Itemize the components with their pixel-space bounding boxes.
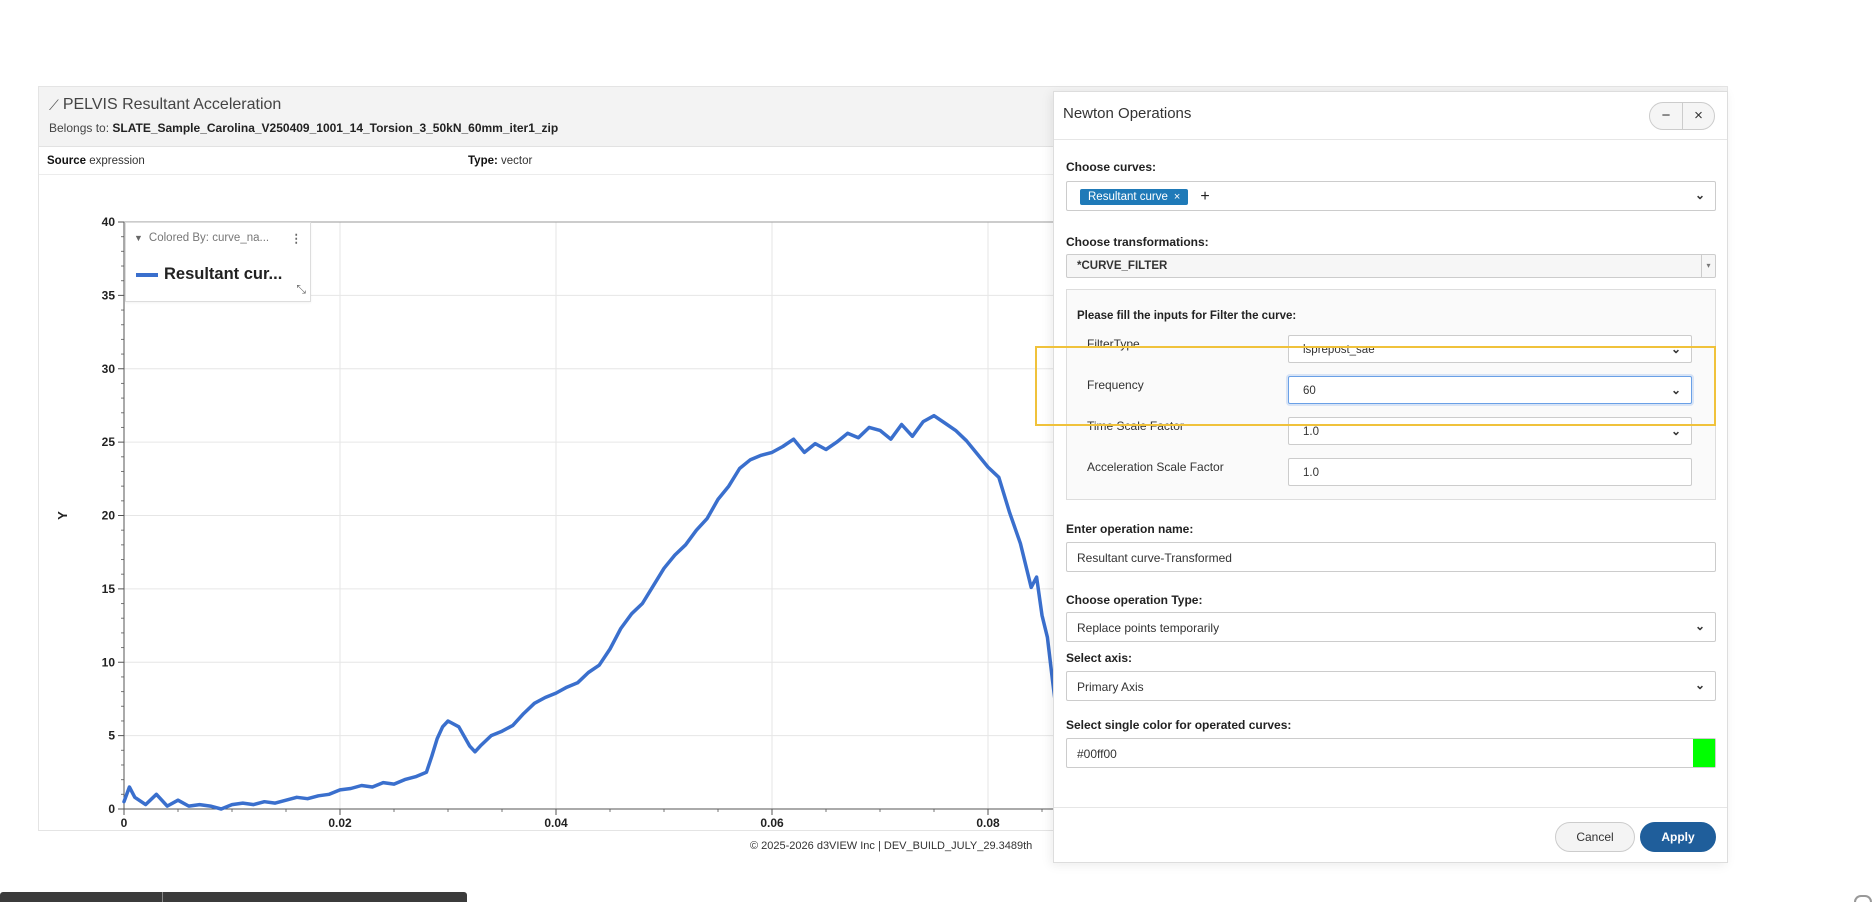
kebab-menu-icon[interactable]: ⋮: [290, 233, 303, 245]
cancel-button[interactable]: Cancel: [1555, 822, 1635, 852]
legend-header[interactable]: ▼ Colored By: curve_na... ⋮: [134, 231, 302, 245]
curve-chips: Resultant curve × +: [1080, 188, 1210, 206]
frequency-select[interactable]: 60 ⌄: [1288, 376, 1692, 404]
chevron-down-icon[interactable]: ⌄: [1670, 383, 1681, 397]
source-info: Source expression: [47, 155, 145, 167]
operation-name-value: Resultant curve-Transformed: [1077, 551, 1232, 565]
copyright-footer: © 2025-2026 d3VIEW Inc | DEV_BUILD_JULY_…: [750, 840, 1033, 852]
filter-inputs-box: Please fill the inputs for Filter the cu…: [1066, 289, 1716, 500]
newton-operations-dialog: Newton Operations − × Choose curves: Res…: [1053, 91, 1728, 863]
filter-type-value: lsprepost_sae: [1303, 344, 1375, 356]
filter-inputs-title: Please fill the inputs for Filter the cu…: [1077, 310, 1297, 322]
meta-row: Source expression Type: vector: [39, 147, 1727, 175]
panel-title-text: PELVIS Resultant Acceleration: [62, 96, 282, 113]
type-value: vector: [501, 155, 533, 167]
chevron-down-icon[interactable]: ⌄: [1670, 342, 1681, 356]
y-tick-label: 40: [102, 215, 116, 229]
apply-button[interactable]: Apply: [1640, 822, 1716, 852]
close-icon[interactable]: ×: [1682, 103, 1714, 129]
accel-scale-input[interactable]: 1.0: [1288, 458, 1692, 486]
scroll-arrow-icon[interactable]: ▾: [1701, 255, 1715, 277]
caret-down-icon[interactable]: ▼: [134, 233, 143, 243]
curve-chip[interactable]: Resultant curve ×: [1080, 189, 1189, 205]
accel-scale-value: 1.0: [1303, 467, 1319, 479]
x-tick-label: 0.02: [328, 816, 352, 830]
x-tick-label: 0.04: [544, 816, 568, 830]
taskbar-divider: [162, 892, 163, 902]
legend-colored-by: Colored By: curve_na...: [148, 232, 270, 244]
transformations-select[interactable]: *CURVE_FILTER ▾: [1066, 254, 1716, 278]
y-axis-label: Y: [55, 511, 70, 520]
color-input[interactable]: #00ff00: [1066, 738, 1716, 768]
y-tick-label: 25: [102, 435, 116, 449]
time-scale-select[interactable]: 1.0 ⌄: [1288, 417, 1692, 445]
chevron-down-icon[interactable]: ⌄: [1694, 619, 1705, 633]
y-tick-label: 10: [102, 655, 116, 669]
type-label: Type:: [468, 155, 498, 167]
color-value: #00ff00: [1077, 747, 1117, 761]
operation-type-label: Choose operation Type:: [1066, 593, 1203, 607]
y-tick-label: 15: [102, 582, 116, 596]
time-scale-label: Time Scale Factor: [1087, 419, 1184, 433]
choose-transformations-label: Choose transformations:: [1066, 235, 1209, 249]
belongs-value[interactable]: SLATE_Sample_Carolina_V250409_1001_14_To…: [112, 121, 559, 135]
choose-curves-label: Choose curves:: [1066, 160, 1157, 174]
transformation-value: *CURVE_FILTER: [1077, 260, 1168, 272]
dialog-controls: − ×: [1649, 102, 1715, 130]
dialog-title: Newton Operations: [1063, 105, 1192, 122]
x-tick-label: 0.06: [760, 816, 784, 830]
source-value: expression: [89, 155, 145, 167]
choose-curves-select[interactable]: Resultant curve × + ⌄: [1066, 181, 1716, 211]
legend-item[interactable]: Resultant cur...: [136, 265, 282, 284]
chevron-down-icon[interactable]: ⌄: [1694, 678, 1705, 692]
y-tick-label: 5: [108, 729, 115, 743]
operation-name-label: Enter operation name:: [1066, 522, 1194, 536]
chevron-down-icon[interactable]: ⌄: [1694, 188, 1705, 202]
add-curve-icon[interactable]: +: [1200, 188, 1210, 205]
axis-select[interactable]: Primary Axis ⌄: [1066, 671, 1716, 701]
divider: [1054, 807, 1727, 808]
operation-type-value: Replace points temporarily: [1077, 621, 1220, 635]
remove-chip-icon[interactable]: ×: [1173, 191, 1181, 203]
axis-label: Select axis:: [1066, 651, 1133, 665]
legend-swatch: [136, 272, 158, 277]
y-tick-label: 35: [102, 288, 116, 302]
taskbar: [0, 892, 467, 902]
panel-title: ⟋ PELVIS Resultant Acceleration: [49, 96, 281, 114]
operation-type-select[interactable]: Replace points temporarily ⌄: [1066, 612, 1716, 642]
y-tick-label: 30: [102, 362, 116, 376]
operation-name-input[interactable]: Resultant curve-Transformed: [1066, 542, 1716, 572]
curve-chip-label: Resultant curve: [1088, 191, 1168, 203]
color-swatch[interactable]: [1693, 739, 1715, 767]
filter-type-select[interactable]: lsprepost_sae ⌄: [1288, 335, 1692, 363]
x-tick-label: 0.08: [976, 816, 1000, 830]
frequency-label: Frequency: [1087, 378, 1144, 392]
time-scale-value: 1.0: [1303, 426, 1319, 438]
x-tick-label: 0: [121, 816, 128, 830]
belongs-to: Belongs to: SLATE_Sample_Carolina_V25040…: [49, 121, 558, 135]
curve-icon: ⟋: [49, 96, 59, 113]
loading-spinner-icon: [1854, 895, 1872, 902]
filter-type-label: FilterType: [1087, 337, 1140, 351]
y-tick-label: 0: [108, 802, 115, 816]
chart-legend[interactable]: ▼ Colored By: curve_na... ⋮ Resultant cu…: [125, 222, 311, 302]
y-tick-label: 20: [102, 509, 116, 523]
legend-item-label: Resultant cur...: [164, 265, 283, 283]
resize-handle-icon[interactable]: ⤡: [296, 282, 306, 296]
source-label: Source: [47, 155, 86, 167]
divider: [1054, 139, 1727, 140]
color-label: Select single color for operated curves:: [1066, 718, 1292, 732]
axis-value: Primary Axis: [1077, 680, 1144, 694]
belongs-prefix: Belongs to:: [49, 121, 110, 135]
frequency-value: 60: [1303, 385, 1316, 397]
series-line: [122, 340, 1185, 811]
minimize-icon[interactable]: −: [1661, 107, 1671, 124]
type-info: Type: vector: [468, 155, 532, 167]
accel-scale-label: Acceleration Scale Factor: [1087, 460, 1224, 474]
chevron-down-icon[interactable]: ⌄: [1670, 424, 1681, 438]
